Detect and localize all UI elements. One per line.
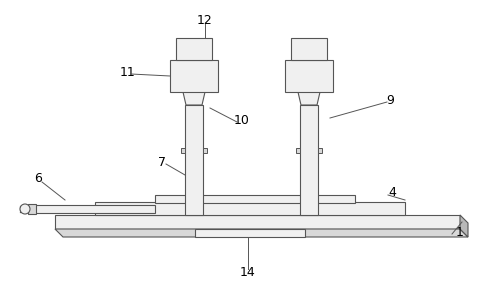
- Polygon shape: [183, 92, 205, 105]
- Polygon shape: [460, 215, 468, 237]
- Bar: [181, 148, 185, 153]
- Bar: [296, 148, 300, 153]
- Text: 4: 4: [388, 187, 396, 199]
- Text: 10: 10: [234, 114, 250, 126]
- Bar: [170, 60, 218, 92]
- Text: 7: 7: [158, 155, 166, 168]
- Text: 9: 9: [386, 94, 394, 106]
- Text: 12: 12: [197, 14, 213, 26]
- Bar: [28, 204, 36, 214]
- Bar: [300, 105, 318, 215]
- Bar: [195, 229, 305, 237]
- Bar: [291, 38, 327, 60]
- Bar: [185, 105, 203, 215]
- Bar: [285, 60, 333, 92]
- Text: 1: 1: [456, 225, 464, 238]
- Bar: [176, 38, 212, 60]
- Polygon shape: [55, 229, 468, 237]
- Bar: [95, 202, 405, 215]
- Text: 14: 14: [240, 265, 256, 278]
- Bar: [203, 148, 207, 153]
- Text: 11: 11: [120, 65, 136, 78]
- Text: 6: 6: [34, 171, 42, 185]
- Bar: [55, 215, 460, 229]
- Circle shape: [20, 204, 30, 214]
- Bar: [155, 195, 355, 203]
- Bar: [318, 148, 322, 153]
- Polygon shape: [298, 92, 320, 105]
- Bar: [34, 205, 155, 213]
